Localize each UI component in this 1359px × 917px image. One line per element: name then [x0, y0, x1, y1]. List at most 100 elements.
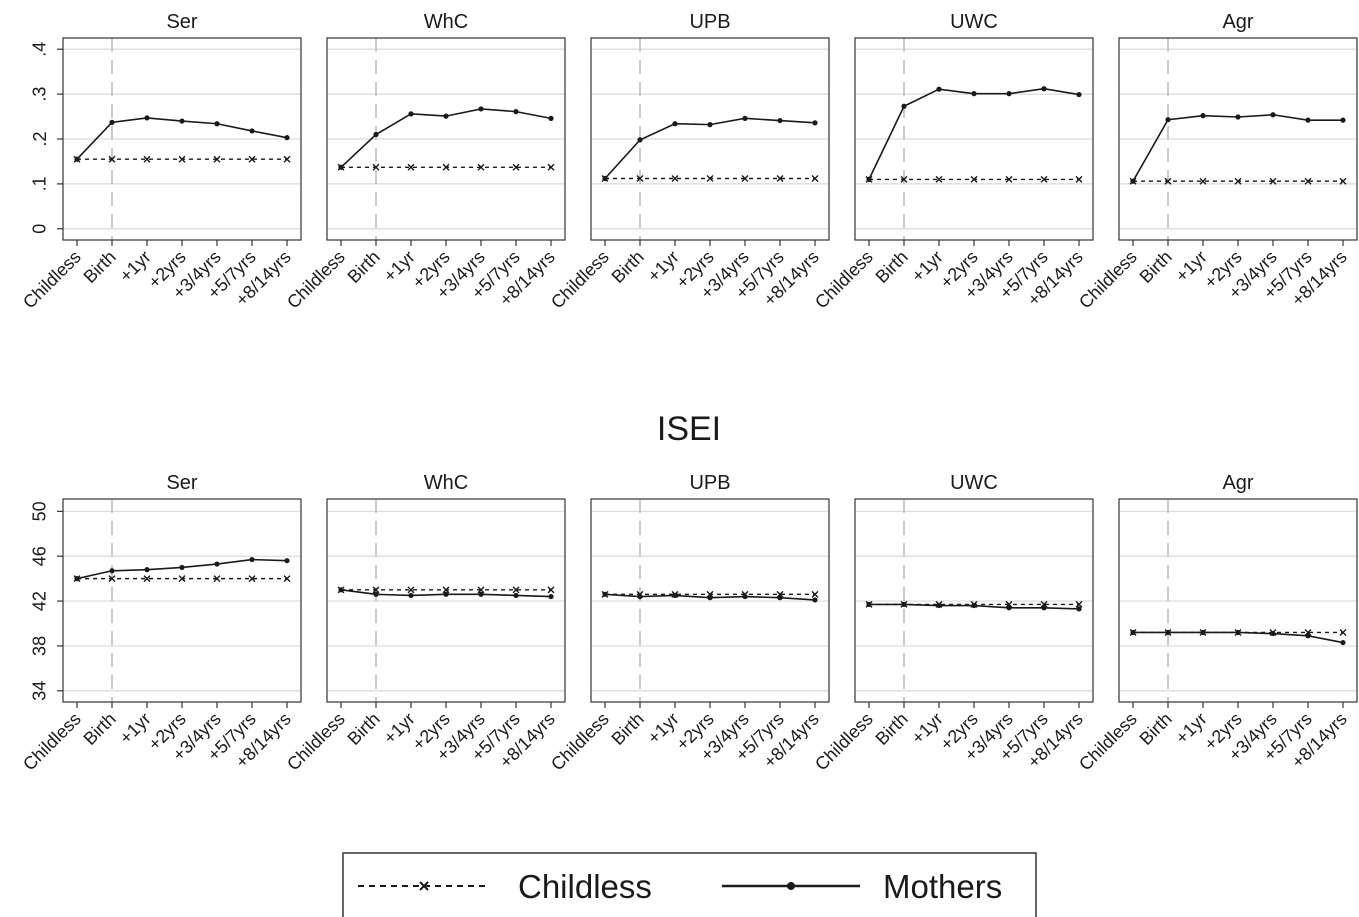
data-point-childless — [283, 575, 291, 583]
data-point-childless — [248, 575, 256, 583]
data-point-mothers — [602, 175, 608, 182]
data-point-mothers — [637, 137, 643, 143]
data-point-childless — [372, 163, 380, 171]
chart-row-0: SerChildlessBirth+1yr+2yrs+3/4yrs+5/7yrs… — [19, 11, 1358, 313]
chart-row-1: SerChildlessBirth+1yr+2yrs+3/4yrs+5/7yrs… — [19, 472, 1358, 775]
series-line-mothers — [1132, 113, 1343, 182]
data-point-childless — [935, 175, 943, 183]
y-tick-label: .1 — [30, 176, 50, 191]
data-point-mothers — [548, 593, 554, 600]
data-point-mothers — [109, 119, 115, 125]
panel-title: WhC — [424, 11, 468, 33]
data-point-childless — [213, 575, 221, 583]
panel-title: Ser — [166, 472, 197, 494]
data-point-mothers — [901, 103, 907, 109]
data-point-childless — [1339, 177, 1347, 185]
data-point-mothers — [284, 558, 290, 564]
data-point-childless — [900, 175, 908, 183]
x-tick-label: Birth — [608, 709, 648, 749]
y-tick-label: 50 — [30, 501, 50, 521]
panel-title: Agr — [1222, 11, 1253, 33]
data-point-childless — [108, 155, 116, 163]
data-point-mothers — [812, 120, 818, 126]
data-point-childless — [1040, 175, 1048, 183]
x-tick-label: Childless — [811, 709, 877, 775]
data-point-mothers — [1165, 629, 1171, 636]
data-point-childless — [407, 163, 415, 171]
x-tick-label: Birth — [608, 247, 648, 287]
data-point-mothers — [971, 602, 977, 609]
data-point-mothers — [707, 122, 713, 128]
x-tick-label: Birth — [1136, 709, 1176, 749]
data-point-childless — [143, 155, 151, 163]
data-point-childless — [1269, 177, 1277, 185]
data-point-mothers — [812, 597, 818, 603]
data-point-mothers — [408, 592, 414, 599]
data-point-mothers — [548, 115, 554, 121]
panel-title: UWC — [950, 11, 998, 33]
data-point-childless — [283, 155, 291, 163]
panel-whc: WhCChildlessBirth+1yr+2yrs+3/4yrs+5/7yrs… — [283, 11, 566, 313]
data-point-mothers — [672, 121, 678, 127]
data-point-mothers — [777, 117, 783, 124]
data-point-mothers — [408, 111, 414, 117]
data-point-mothers — [144, 567, 150, 573]
y-tick-label: .2 — [30, 131, 50, 146]
data-point-mothers — [1006, 91, 1012, 97]
data-point-mothers — [179, 118, 185, 124]
data-point-mothers — [936, 602, 942, 609]
x-tick-label: Childless — [1075, 709, 1141, 775]
data-point-mothers — [672, 592, 678, 599]
data-point-childless — [512, 586, 520, 594]
panel-title: UPB — [689, 472, 730, 494]
data-point-mothers — [443, 591, 449, 597]
x-tick-label: Childless — [19, 709, 85, 775]
data-point-mothers — [338, 164, 344, 170]
data-point-childless — [108, 575, 116, 583]
data-point-mothers — [1305, 117, 1311, 123]
data-point-childless — [178, 155, 186, 163]
data-point-childless — [477, 586, 485, 594]
x-tick-label: Childless — [283, 247, 349, 313]
x-tick-label: Birth — [344, 709, 384, 749]
data-point-childless — [547, 163, 555, 171]
panel-upb: UPBChildlessBirth+1yr+2yrs+3/4yrs+5/7yrs… — [547, 11, 830, 312]
data-point-mothers — [513, 592, 519, 599]
data-point-mothers — [249, 128, 255, 134]
data-point-childless — [512, 163, 520, 171]
data-point-mothers — [1340, 639, 1346, 646]
data-point-childless — [213, 155, 221, 163]
panel-ser: SerChildlessBirth+1yr+2yrs+3/4yrs+5/7yrs… — [19, 11, 302, 313]
data-point-mothers — [936, 86, 942, 92]
legend-mothers-marker — [787, 882, 795, 890]
legend: Childless Mothers — [342, 852, 1037, 917]
data-point-mothers — [373, 591, 379, 597]
data-point-mothers — [74, 156, 80, 162]
data-point-mothers — [1270, 112, 1276, 118]
x-tick-label: Birth — [80, 247, 120, 287]
data-point-childless — [1199, 177, 1207, 185]
data-point-childless — [776, 175, 784, 182]
x-tick-label: Birth — [1136, 247, 1176, 287]
series-line-mothers — [604, 117, 816, 180]
data-point-mothers — [284, 135, 290, 141]
data-point-mothers — [1041, 605, 1047, 611]
data-point-mothers — [478, 591, 484, 597]
data-point-mothers — [707, 595, 713, 601]
data-point-mothers — [1006, 605, 1012, 611]
data-point-mothers — [214, 121, 220, 127]
data-point-mothers — [443, 113, 449, 119]
data-point-mothers — [971, 91, 977, 97]
x-tick-label: Childless — [1075, 247, 1141, 313]
data-point-mothers — [866, 176, 872, 182]
isei-section-title: ISEI — [657, 410, 721, 448]
data-point-mothers — [1235, 629, 1241, 636]
panel-title: UPB — [689, 11, 730, 33]
panel-title: Ser — [166, 11, 197, 33]
x-tick-label: Childless — [811, 247, 877, 313]
data-point-childless — [811, 175, 819, 182]
data-point-mothers — [513, 109, 519, 115]
x-tick-label: Childless — [19, 247, 85, 313]
data-point-mothers — [214, 561, 220, 567]
data-point-childless — [248, 155, 256, 163]
